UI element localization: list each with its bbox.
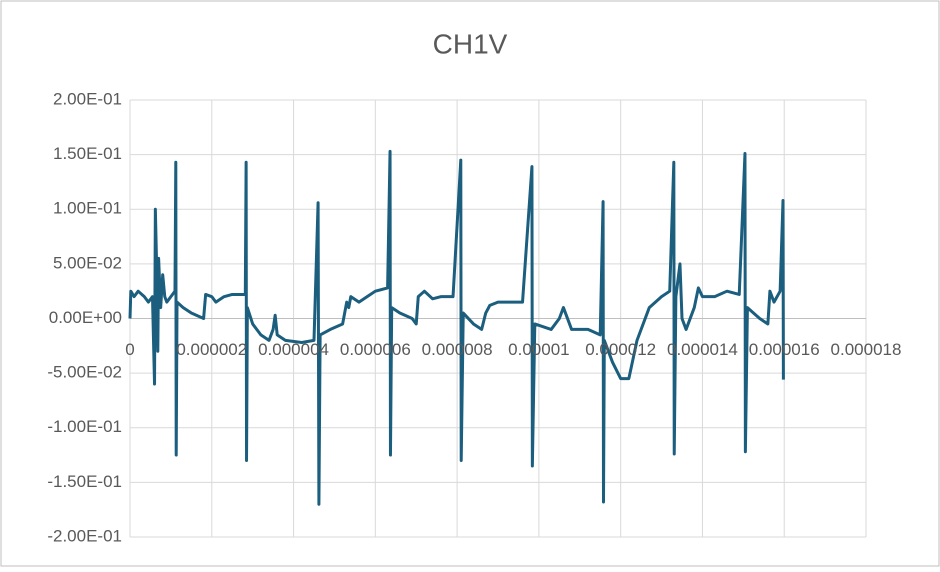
y-tick-label: 2.00E-01 [53, 89, 122, 108]
x-tick-label: 0.00001 [508, 340, 569, 359]
x-tick-label: 0.000006 [340, 340, 411, 359]
x-tick-label: 0.000004 [258, 340, 329, 359]
y-tick-label: -1.50E-01 [47, 472, 122, 491]
x-tick-label: 0.000012 [585, 340, 656, 359]
y-tick-label: -5.00E-02 [47, 363, 122, 382]
x-tick-label: 0.000014 [667, 340, 738, 359]
x-tick-label: 0 [125, 340, 134, 359]
x-tick-label: 0.000002 [176, 340, 247, 359]
y-tick-label: 1.00E-01 [53, 199, 122, 218]
chart-title: CH1V [433, 28, 508, 59]
y-tick-label: 5.00E-02 [53, 253, 122, 272]
y-tick-label: -1.00E-01 [47, 417, 122, 436]
x-tick-label: 0.000008 [422, 340, 493, 359]
x-tick-label: 0.000018 [831, 340, 902, 359]
plot [128, 149, 785, 506]
y-tick-label: -2.00E-01 [47, 526, 122, 545]
labels: 2.00E-01 1.50E-01 1.00E-01 5.00E-02 0.00E+00… [47, 89, 901, 545]
y-tick-label: 0.00E+00 [49, 308, 122, 327]
y-tick-label: 1.50E-01 [53, 144, 122, 163]
data-line [128, 149, 785, 506]
x-tick-label: 0.000016 [749, 340, 820, 359]
